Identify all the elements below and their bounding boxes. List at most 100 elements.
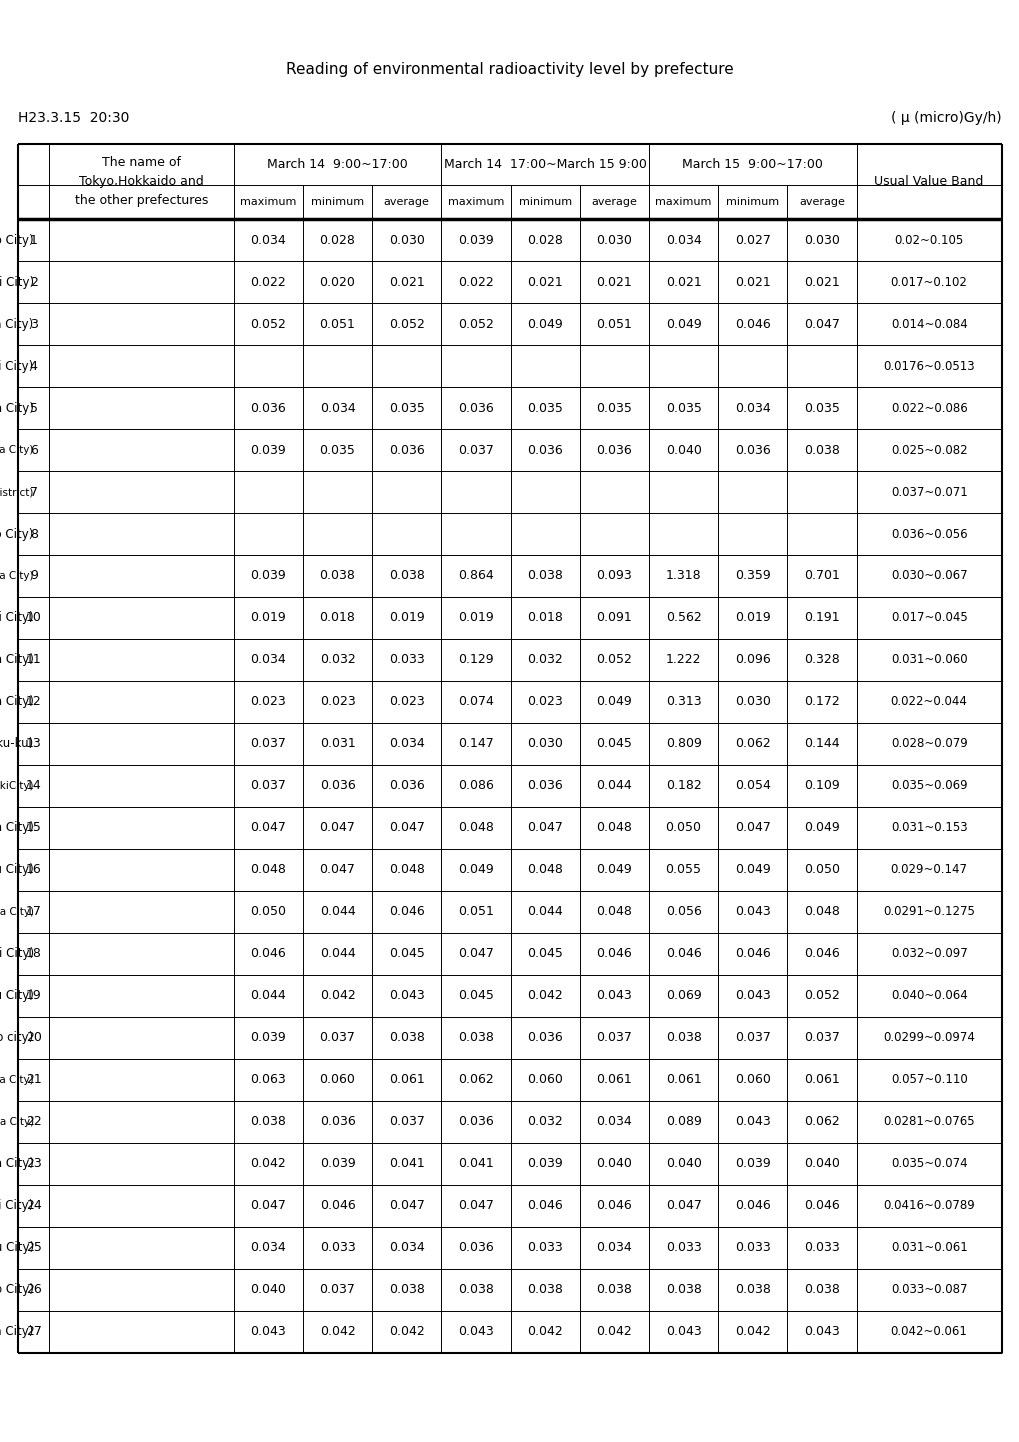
Text: minimum: minimum [518, 198, 572, 206]
Text: 0.147: 0.147 [458, 737, 493, 750]
Text: 0.032~0.097: 0.032~0.097 [890, 947, 967, 960]
Text: 0.051: 0.051 [319, 317, 355, 330]
Text: 0.030: 0.030 [527, 737, 562, 750]
Text: 0.047: 0.047 [319, 864, 355, 877]
Text: 0.046: 0.046 [251, 947, 286, 960]
Text: 0.055: 0.055 [665, 864, 701, 877]
Text: 0.172: 0.172 [803, 695, 839, 708]
Text: 0.033: 0.033 [319, 1242, 355, 1255]
Text: 0.034: 0.034 [735, 401, 770, 415]
Text: 0.041: 0.041 [458, 1156, 493, 1171]
Text: Tokyo,Hokkaido and: Tokyo,Hokkaido and [78, 174, 204, 189]
Text: 0.021: 0.021 [527, 275, 562, 288]
Text: 0.036: 0.036 [458, 401, 493, 415]
Text: 0.034: 0.034 [251, 1242, 286, 1255]
Text: March 14  17:00~March 15 9:00: March 14 17:00~March 15 9:00 [443, 157, 646, 172]
Text: 0.049: 0.049 [596, 695, 632, 708]
Text: Hokkaido(Sapporo City): Hokkaido(Sapporo City) [0, 234, 34, 247]
Text: Aichi(Nagoya City): Aichi(Nagoya City) [0, 1156, 34, 1171]
Text: 0.048: 0.048 [250, 864, 286, 877]
Text: ( μ (micro)Gy/h): ( μ (micro)Gy/h) [891, 111, 1001, 125]
Text: 0.031~0.060: 0.031~0.060 [890, 653, 966, 666]
Text: 23: 23 [25, 1156, 42, 1171]
Text: 0.036: 0.036 [527, 779, 562, 793]
Text: Reading of environmental radioactivity level by prefecture: Reading of environmental radioactivity l… [286, 62, 733, 76]
Text: 0.042: 0.042 [319, 1325, 355, 1338]
Text: 0.041: 0.041 [388, 1156, 424, 1171]
Text: 0.043: 0.043 [251, 1325, 286, 1338]
Text: 0.093: 0.093 [596, 570, 632, 583]
Text: 0.047: 0.047 [527, 822, 562, 835]
Text: 0.031~0.061: 0.031~0.061 [890, 1242, 967, 1255]
Text: 0.025~0.082: 0.025~0.082 [890, 444, 966, 457]
Text: 0.035: 0.035 [665, 401, 701, 415]
Text: 0.036: 0.036 [388, 779, 424, 793]
Text: 0.037: 0.037 [250, 779, 286, 793]
Text: 0.042: 0.042 [527, 989, 562, 1002]
Text: 0.031~0.153: 0.031~0.153 [890, 822, 966, 835]
Text: 0.036: 0.036 [319, 779, 355, 793]
Text: 0.036: 0.036 [527, 1031, 562, 1044]
Text: 0.035: 0.035 [388, 401, 424, 415]
Text: 25: 25 [25, 1242, 42, 1255]
Text: 1: 1 [30, 234, 38, 247]
Text: average: average [591, 198, 637, 206]
Text: 12: 12 [25, 695, 42, 708]
Text: 6: 6 [30, 444, 38, 457]
Text: 0.017~0.102: 0.017~0.102 [890, 275, 967, 288]
Text: maximum: maximum [447, 198, 503, 206]
Text: 0.050: 0.050 [665, 822, 701, 835]
Text: 0.028: 0.028 [527, 234, 562, 247]
Text: 0.014~0.084: 0.014~0.084 [890, 317, 967, 330]
Text: 1.318: 1.318 [665, 570, 701, 583]
Text: 0.052: 0.052 [458, 317, 493, 330]
Text: 0.036: 0.036 [458, 1115, 493, 1128]
Text: 0.036~0.056: 0.036~0.056 [890, 528, 966, 541]
Text: 0.038: 0.038 [734, 1283, 770, 1296]
Text: Yamanashi(Koufu City): Yamanashi(Koufu City) [0, 989, 34, 1002]
Text: 2: 2 [30, 275, 38, 288]
Text: average: average [383, 198, 429, 206]
Text: Shizuoka(Shizuoka City): Shizuoka(Shizuoka City) [0, 1116, 34, 1126]
Text: 0.037: 0.037 [319, 1283, 355, 1296]
Text: Niigata(Niigata City): Niigata(Niigata City) [0, 822, 34, 835]
Text: 0.089: 0.089 [665, 1115, 701, 1128]
Text: 0.864: 0.864 [458, 570, 493, 583]
Text: 0.049: 0.049 [527, 317, 562, 330]
Text: 0.036: 0.036 [388, 444, 424, 457]
Text: 0.039: 0.039 [251, 1031, 286, 1044]
Text: 0.033: 0.033 [388, 653, 424, 666]
Text: the other prefectures: the other prefectures [74, 193, 208, 208]
Text: 7: 7 [30, 486, 38, 499]
Text: 0.038: 0.038 [803, 444, 839, 457]
Text: 0.023: 0.023 [388, 695, 424, 708]
Text: Gunma(Maebashi City): Gunma(Maebashi City) [0, 611, 34, 624]
Text: 0.313: 0.313 [665, 695, 701, 708]
Text: 0.701: 0.701 [803, 570, 839, 583]
Text: 0.017~0.045: 0.017~0.045 [890, 611, 967, 624]
Text: 0.021: 0.021 [803, 275, 839, 288]
Text: average: average [798, 198, 844, 206]
Text: 0.020: 0.020 [319, 275, 355, 288]
Text: 0.562: 0.562 [665, 611, 701, 624]
Text: 0.02~0.105: 0.02~0.105 [894, 234, 963, 247]
Text: 0.040: 0.040 [596, 1156, 632, 1171]
Text: 0.042: 0.042 [735, 1325, 770, 1338]
Text: 0.034: 0.034 [388, 737, 424, 750]
Text: 0.047: 0.047 [458, 1200, 493, 1213]
Text: March 15  9:00~17:00: March 15 9:00~17:00 [682, 157, 822, 172]
Text: minimum: minimum [726, 198, 779, 206]
Text: 0.034: 0.034 [251, 234, 286, 247]
Text: 0.046: 0.046 [735, 317, 770, 330]
Text: 0.038: 0.038 [388, 1283, 424, 1296]
Text: 0.043: 0.043 [458, 1325, 493, 1338]
Text: 0.048: 0.048 [527, 864, 562, 877]
Text: 0.035: 0.035 [319, 444, 355, 457]
Text: 0.031: 0.031 [319, 737, 355, 750]
Text: 0.023: 0.023 [319, 695, 355, 708]
Text: 0.0176~0.0513: 0.0176~0.0513 [882, 359, 974, 372]
Text: 0.328: 0.328 [803, 653, 839, 666]
Text: Toyama(Imizu City): Toyama(Imizu City) [0, 864, 34, 877]
Text: 0.034: 0.034 [665, 234, 701, 247]
Text: 0.038: 0.038 [458, 1031, 493, 1044]
